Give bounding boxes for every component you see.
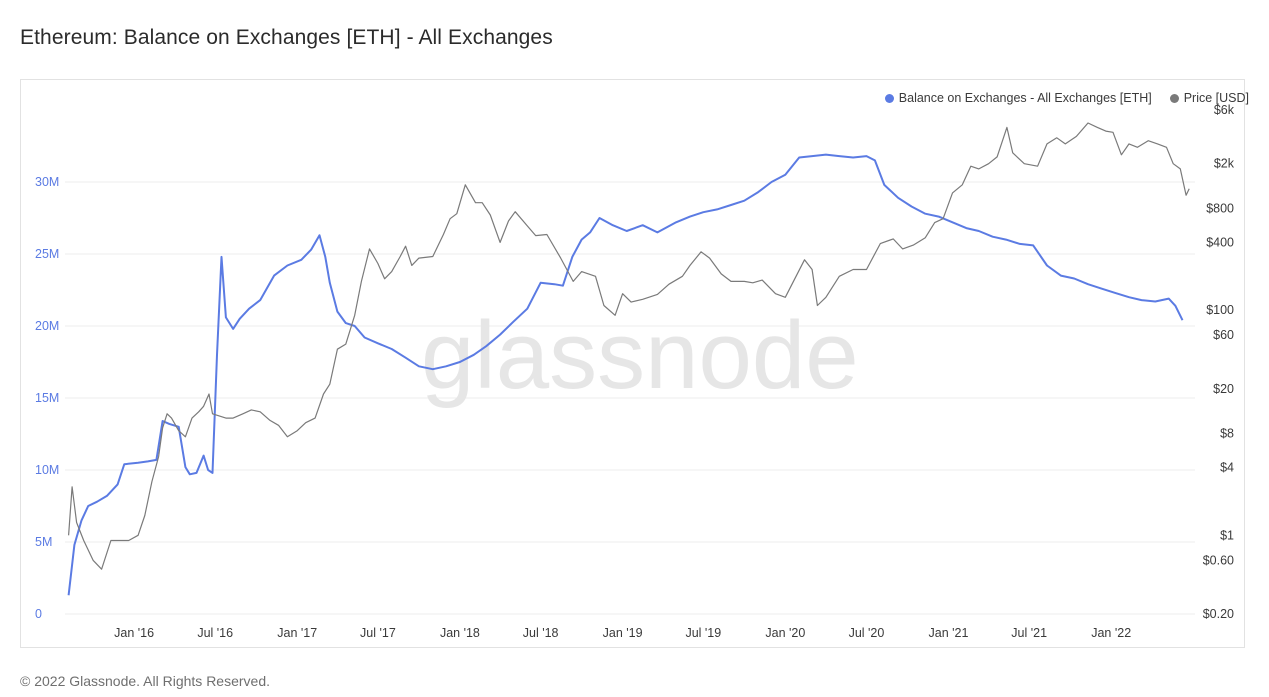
chart-legend: Balance on Exchanges - All Exchanges [ET… xyxy=(884,91,1249,105)
x-tick-label-jan-17: Jan '17 xyxy=(277,626,317,640)
right-tick-label-6k: $6k xyxy=(1214,103,1235,117)
right-tick-label-1: $1 xyxy=(1220,528,1234,542)
right-tick-label-400: $400 xyxy=(1206,235,1234,249)
x-tick-label-jan-18: Jan '18 xyxy=(440,626,480,640)
legend-item-price[interactable]: Price [USD] xyxy=(1169,91,1249,105)
left-tick-label-30m: 30M xyxy=(35,175,59,189)
x-tick-label-jan-22: Jan '22 xyxy=(1091,626,1131,640)
legend-item-balance[interactable]: Balance on Exchanges - All Exchanges [ET… xyxy=(884,91,1152,105)
x-tick-label-jul-18: Jul '18 xyxy=(523,626,559,640)
watermark: glassnode xyxy=(421,302,859,409)
right-tick-label-800: $800 xyxy=(1206,202,1234,216)
left-tick-label-10m: 10M xyxy=(35,463,59,477)
copyright-footer: © 2022 Glassnode. All Rights Reserved. xyxy=(20,673,271,689)
left-tick-label-5m: 5M xyxy=(35,535,52,549)
x-tick-label-jan-19: Jan '19 xyxy=(603,626,643,640)
legend-label-price: Price [USD] xyxy=(1183,91,1249,105)
right-tick-label-2k: $2k xyxy=(1214,157,1235,171)
right-tick-label-8: $8 xyxy=(1220,427,1234,441)
left-tick-label-0: 0 xyxy=(35,607,42,621)
x-tick-label-jul-19: Jul '19 xyxy=(685,626,721,640)
x-tick-label-jul-17: Jul '17 xyxy=(360,626,396,640)
legend-dot-price xyxy=(1169,93,1179,103)
right-axis: $0.20 $0.60 $1 $4 $8 $20 $60 $100 $400 $800 $2k $6k xyxy=(1203,103,1235,621)
series-line-balance xyxy=(67,153,1184,596)
x-tick-label-jul-16: Jul '16 xyxy=(197,626,233,640)
x-tick-label-jan-20: Jan '20 xyxy=(765,626,805,640)
legend-dot-balance xyxy=(884,93,894,103)
right-tick-label-0-20: $0.20 xyxy=(1203,607,1234,621)
right-tick-label-100: $100 xyxy=(1206,303,1234,317)
series-line-price xyxy=(68,122,1190,570)
x-tick-label-jan-21: Jan '21 xyxy=(929,626,969,640)
legend-label-balance: Balance on Exchanges - All Exchanges [ET… xyxy=(898,91,1152,105)
right-tick-label-4: $4 xyxy=(1220,461,1234,475)
x-tick-label-jul-21: Jul '21 xyxy=(1011,626,1047,640)
x-tick-label-jul-20: Jul '20 xyxy=(849,626,885,640)
left-tick-label-25m: 25M xyxy=(35,247,59,261)
left-tick-label-20m: 20M xyxy=(35,319,59,333)
right-tick-label-0-60: $0.60 xyxy=(1203,553,1234,567)
left-axis: 0 5M 10M 15M 20M 25M 30M xyxy=(35,175,59,621)
left-tick-label-15m: 15M xyxy=(35,391,59,405)
x-tick-label-jan-16: Jan '16 xyxy=(114,626,154,640)
chart-card: glassnode 0 5M 10M 15M 20M 25M 30M $0.20 $0.60 $… xyxy=(20,79,1245,648)
series-layer xyxy=(67,122,1190,596)
right-tick-label-60: $60 xyxy=(1213,328,1234,342)
right-tick-label-20: $20 xyxy=(1213,382,1234,396)
x-axis: Jan '16 Jul '16 Jan '17 Jul '17 Jan '18 Jul '… xyxy=(114,626,1131,640)
page-title: Ethereum: Balance on Exchanges [ETH] - A… xyxy=(20,26,553,49)
grid-lines xyxy=(65,181,1195,615)
